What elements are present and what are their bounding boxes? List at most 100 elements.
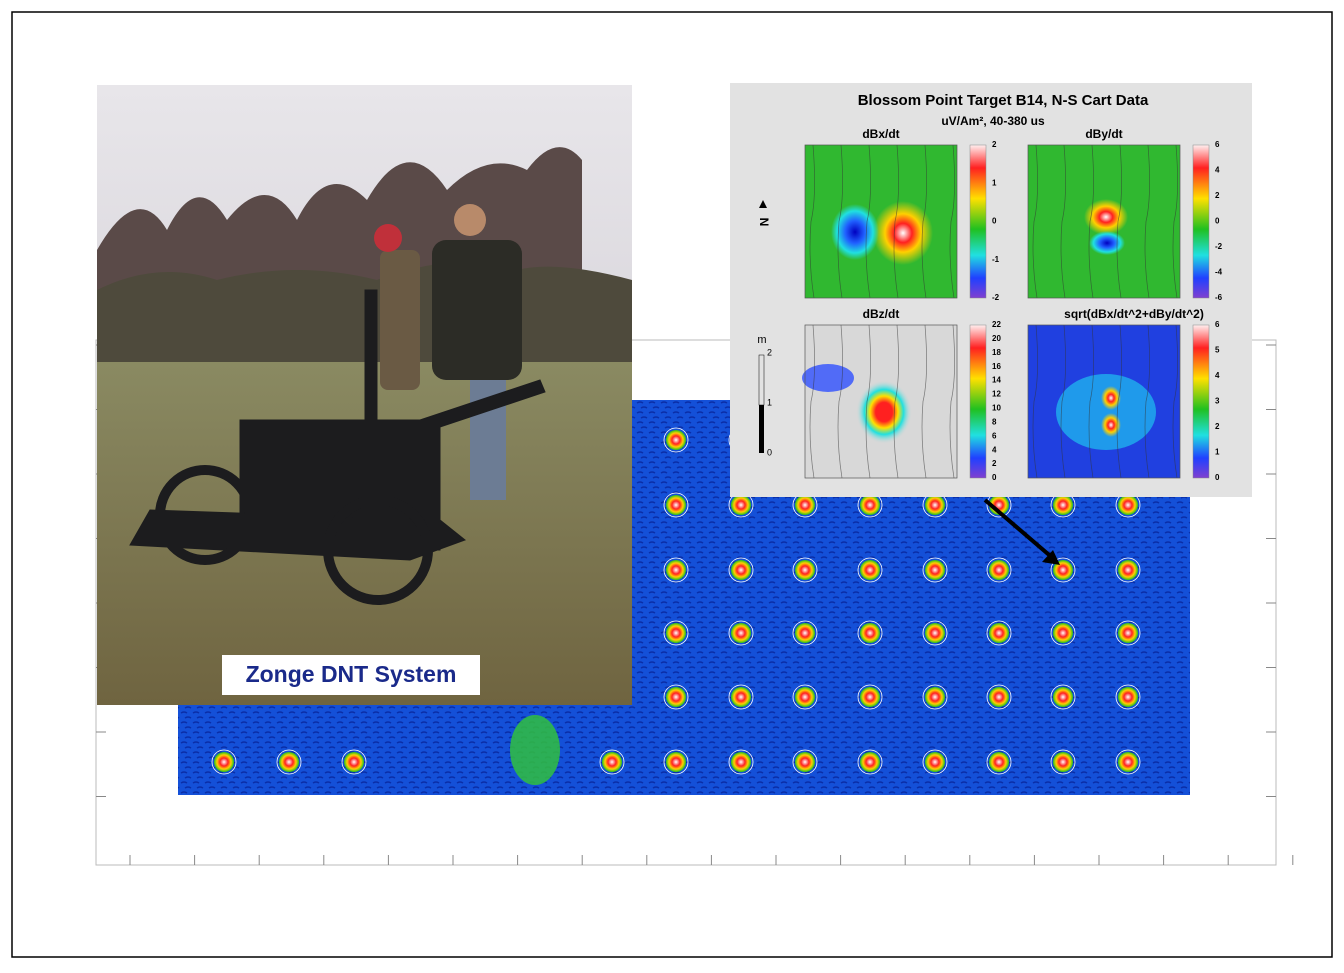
- colorbar-tick-label: 5: [1215, 346, 1220, 355]
- target: [989, 623, 1009, 643]
- colorbar-tick-label: 18: [992, 348, 1001, 357]
- target: [666, 687, 686, 707]
- colorbar-tick-label: 3: [1215, 397, 1220, 406]
- scale-tick-label: 0: [767, 447, 772, 457]
- panel-title: dBz/dt: [863, 307, 900, 321]
- panel-title: dBx/dt: [862, 127, 899, 141]
- target: [214, 752, 234, 772]
- target: [925, 752, 945, 772]
- anomaly: [802, 364, 854, 392]
- target: [1118, 623, 1138, 643]
- colorbar-tick-label: 2: [1215, 422, 1220, 431]
- map-panel: dBx/dt 2 1 0 -1 -2: [805, 127, 1000, 302]
- colorbar-tick-label: 0: [992, 217, 997, 226]
- target: [925, 495, 945, 515]
- target: [731, 495, 751, 515]
- target: [1118, 687, 1138, 707]
- target: [731, 752, 751, 772]
- colorbar-tick-label: -6: [1215, 293, 1223, 302]
- target: [795, 752, 815, 772]
- colorbar-tick-label: 16: [992, 362, 1001, 371]
- target: [1053, 495, 1073, 515]
- colorbar-tick-label: 6: [992, 431, 997, 440]
- field-photo: Zonge DNT System: [97, 85, 632, 705]
- target: [666, 752, 686, 772]
- target: [279, 752, 299, 772]
- anomaly: [856, 380, 912, 444]
- target: [1118, 495, 1138, 515]
- page: Zonge DNT System Blossom Point Target B1…: [0, 0, 1344, 968]
- target: [1053, 623, 1073, 643]
- target: [860, 623, 880, 643]
- anomaly: [873, 201, 933, 265]
- target: [860, 495, 880, 515]
- anomaly: [1101, 413, 1121, 437]
- target: [666, 623, 686, 643]
- target: [860, 687, 880, 707]
- target: [925, 560, 945, 580]
- colorbar-tick-label: -2: [1215, 242, 1223, 251]
- scale-bar: [759, 405, 764, 453]
- scale-unit: m: [757, 334, 766, 346]
- target: [795, 560, 815, 580]
- colorbar-tick-label: 4: [992, 445, 997, 454]
- colorbar-tick-label: 1: [1215, 448, 1220, 457]
- caption: Zonge DNT System: [246, 661, 457, 687]
- target: [989, 687, 1009, 707]
- target: [1118, 560, 1138, 580]
- colorbar-tick-label: 1: [992, 178, 997, 187]
- target: [925, 623, 945, 643]
- panel-title: dBy/dt: [1085, 127, 1122, 141]
- target: [731, 560, 751, 580]
- colorbar-tick-label: 4: [1215, 166, 1220, 175]
- colorbar-tick-label: 2: [992, 459, 997, 468]
- target: [666, 430, 686, 450]
- colorbar-tick-label: 12: [992, 390, 1001, 399]
- colorbar-tick-label: 0: [1215, 217, 1220, 226]
- target: [666, 560, 686, 580]
- colorbar-tick-label: 8: [992, 417, 997, 426]
- panel-title: sqrt(dBx/dt^2+dBy/dt^2): [1064, 307, 1204, 321]
- colorbar-tick-label: 22: [992, 320, 1001, 329]
- target: [1053, 687, 1073, 707]
- target: [925, 687, 945, 707]
- colorbar: [1193, 145, 1209, 298]
- target: [989, 560, 1009, 580]
- colorbar-tick-label: 2: [992, 140, 997, 149]
- target: [795, 687, 815, 707]
- inset-title: Blossom Point Target B14, N-S Cart Data: [858, 92, 1149, 109]
- anomaly: [1089, 231, 1125, 255]
- colorbar-tick-label: 0: [1215, 473, 1220, 482]
- anomaly: [510, 715, 560, 785]
- colorbar-tick-label: 4: [1215, 371, 1220, 380]
- colorbar-tick-label: 6: [1215, 140, 1220, 149]
- target: [344, 752, 364, 772]
- target: [1053, 752, 1073, 772]
- target: [989, 752, 1009, 772]
- target: [1118, 752, 1138, 772]
- north-label: N: [757, 218, 771, 227]
- colorbar: [1193, 325, 1209, 478]
- colorbar-tick-label: -1: [992, 255, 1000, 264]
- colorbar-tick-label: 0: [992, 473, 997, 482]
- target: [795, 623, 815, 643]
- target: [795, 495, 815, 515]
- inset-panel: Blossom Point Target B14, N-S Cart Data …: [730, 83, 1252, 497]
- colorbar-tick-label: -4: [1215, 268, 1223, 277]
- slide: Zonge DNT System Blossom Point Target B1…: [0, 0, 1344, 968]
- colorbar-tick-label: -2: [992, 293, 1000, 302]
- target: [731, 687, 751, 707]
- target: [666, 495, 686, 515]
- colorbar: [970, 145, 986, 298]
- scale-tick-label: 1: [767, 397, 772, 407]
- anomaly: [1056, 374, 1156, 450]
- target: [731, 623, 751, 643]
- target: [602, 752, 622, 772]
- colorbar-tick-label: 10: [992, 404, 1001, 413]
- colorbar-tick-label: 20: [992, 334, 1001, 343]
- target: [860, 560, 880, 580]
- colorbar-tick-label: 14: [992, 376, 1001, 385]
- map-panel: dBz/dt2220181614121086420: [802, 307, 1001, 482]
- colorbar: [970, 325, 986, 478]
